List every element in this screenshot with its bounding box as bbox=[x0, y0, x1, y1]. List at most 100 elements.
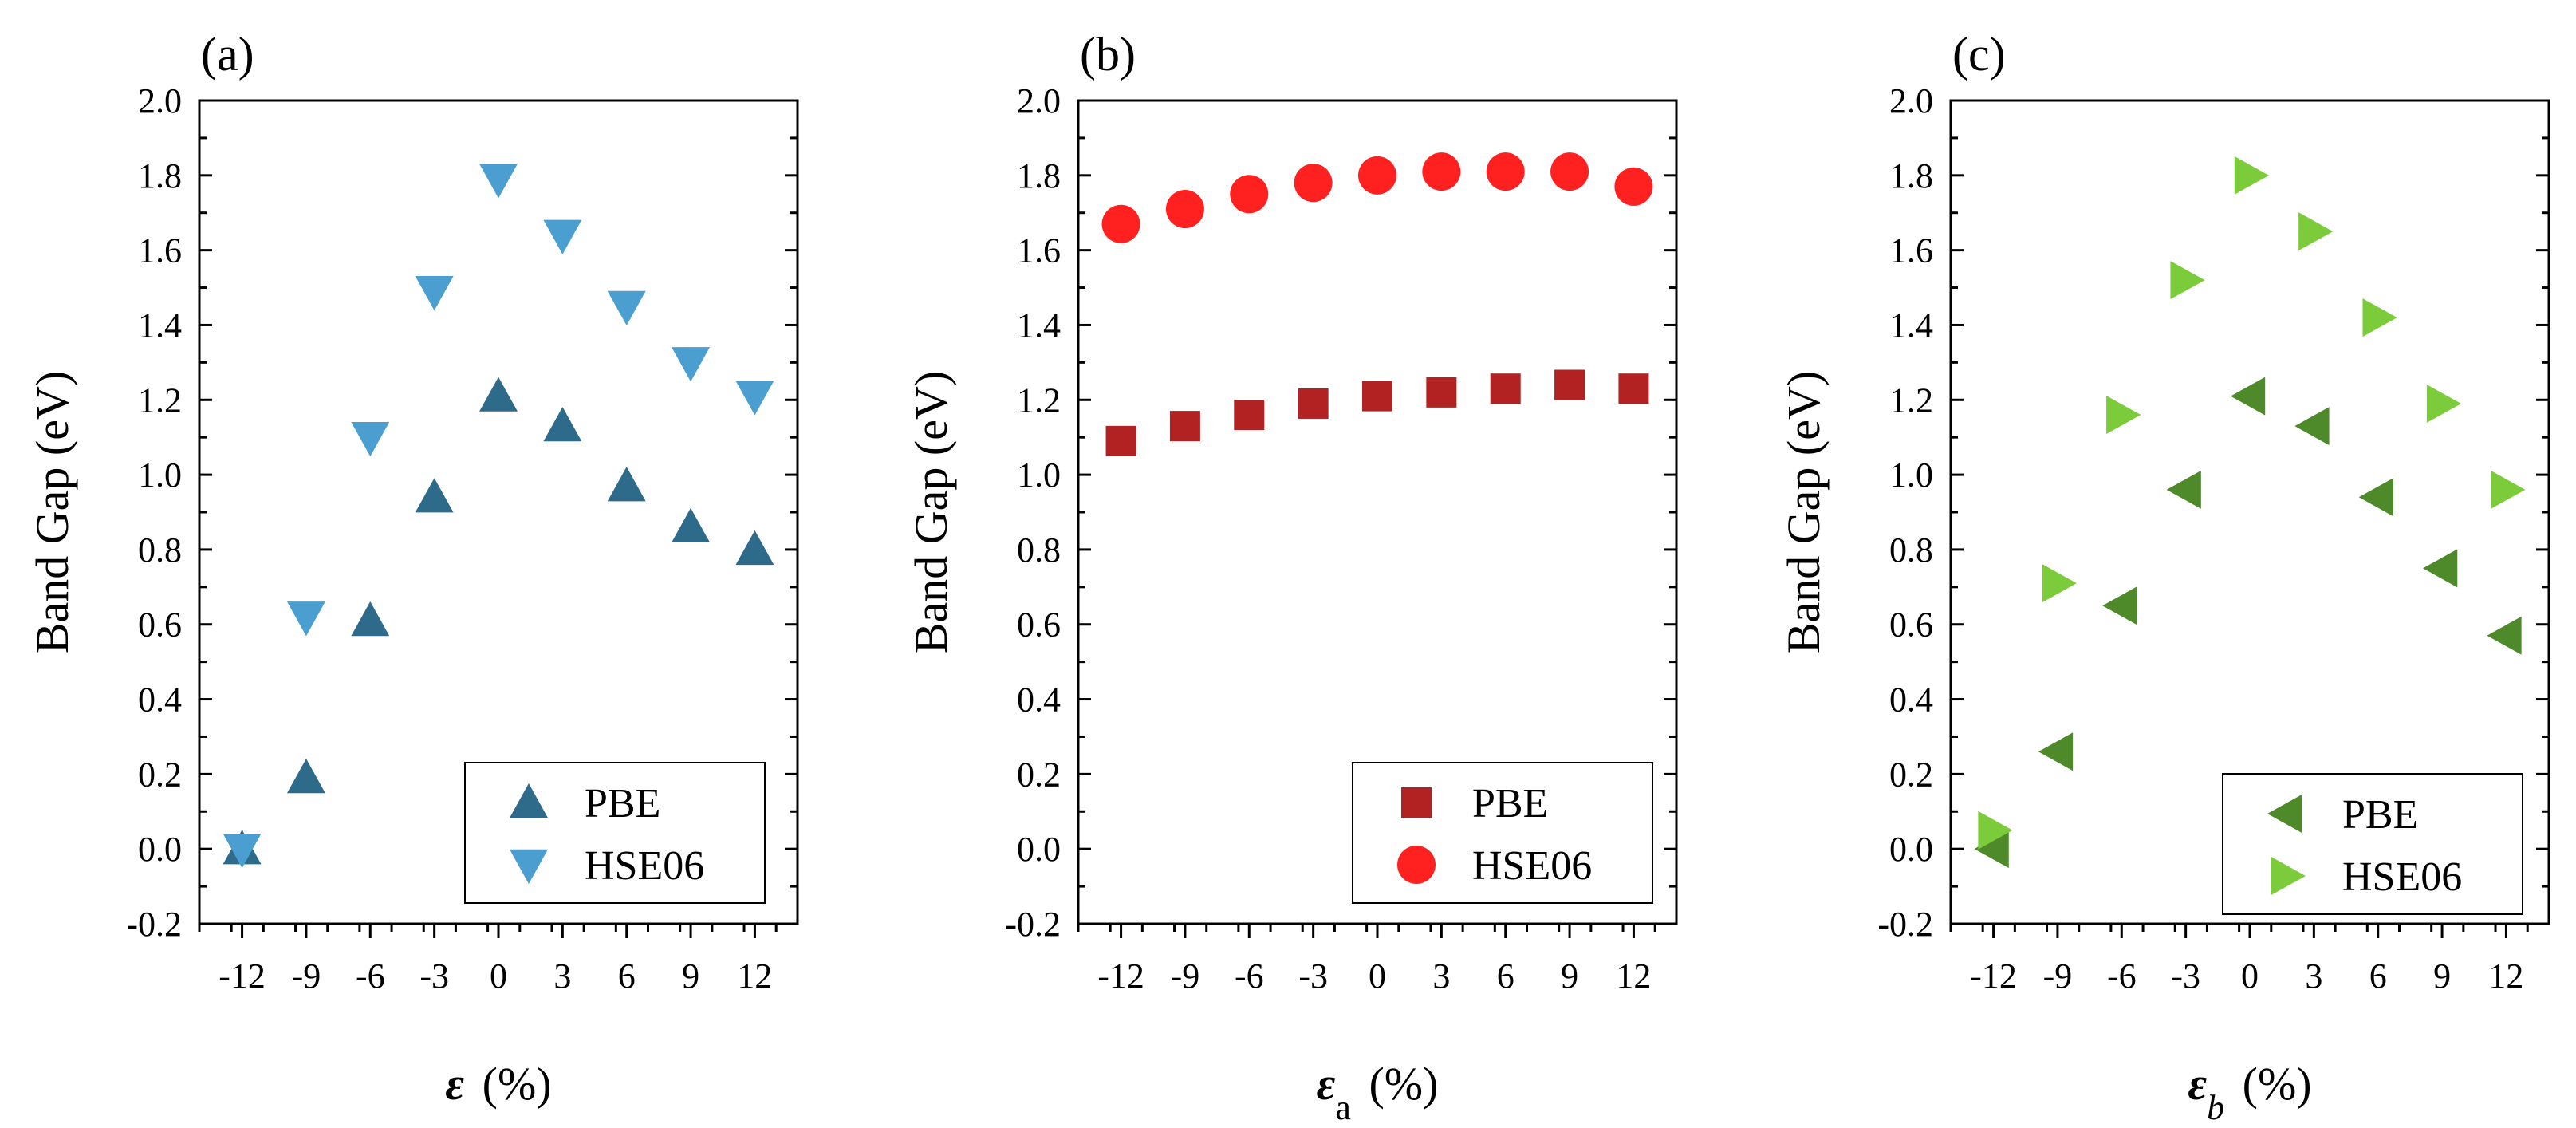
data-point bbox=[2231, 377, 2266, 416]
data-point bbox=[351, 601, 390, 637]
x-tick-label: -12 bbox=[1970, 956, 2017, 996]
data-point bbox=[2170, 261, 2205, 300]
data-point bbox=[286, 601, 325, 637]
data-point bbox=[2038, 732, 2074, 771]
x-axis-unit: (%) bbox=[471, 1058, 551, 1110]
y-tick-label: 0.0 bbox=[1889, 830, 1933, 869]
x-tick-label: 9 bbox=[682, 956, 699, 996]
x-tick-label: -6 bbox=[356, 956, 385, 996]
legend-label: PBE bbox=[2342, 792, 2418, 838]
x-tick-label: -6 bbox=[1235, 956, 1264, 996]
y-tick-label: 0.4 bbox=[1889, 680, 1933, 720]
data-point bbox=[2042, 564, 2077, 603]
x-tick-label: 3 bbox=[1432, 956, 1450, 996]
x-axis-title: εa (%) bbox=[1317, 1058, 1439, 1127]
legend-marker bbox=[1397, 846, 1436, 884]
panel-label: (a) bbox=[201, 28, 254, 81]
y-tick-label: 1.8 bbox=[138, 156, 182, 195]
legend: PBE HSE06 bbox=[1352, 762, 1653, 904]
legend-label: HSE06 bbox=[1472, 843, 1592, 889]
y-tick-label: 0.8 bbox=[138, 530, 182, 570]
legend-marker bbox=[510, 849, 548, 884]
panel-a: -0.2 0.0 0.2 0.4 0.6 0.8 1.0 1.2 1.4 1.6 1.8 2.0 -12… bbox=[26, 28, 799, 1110]
y-tick-label: 0.6 bbox=[138, 605, 182, 645]
y-tick-label: 0.0 bbox=[1017, 830, 1061, 869]
y-tick-label: 1.4 bbox=[1017, 306, 1061, 345]
series-pbe bbox=[223, 377, 774, 865]
data-point bbox=[1105, 425, 1136, 456]
x-tick-label: 6 bbox=[1497, 956, 1514, 996]
data-point bbox=[1554, 369, 1585, 400]
y-tick-label: 2.0 bbox=[138, 81, 182, 120]
data-point bbox=[2294, 407, 2330, 446]
x-tick-label: -3 bbox=[2171, 956, 2200, 996]
y-tick-label: 0.2 bbox=[1889, 755, 1933, 794]
y-tick-label: 0.4 bbox=[1017, 680, 1061, 720]
y-tick-label: 0.0 bbox=[138, 830, 182, 869]
x-axis-unit: (%) bbox=[1357, 1058, 1438, 1110]
y-tick-label: 1.8 bbox=[1017, 156, 1061, 195]
x-axis-symbol: ε bbox=[1317, 1058, 1336, 1110]
legend-box bbox=[464, 762, 766, 904]
data-point bbox=[2423, 549, 2458, 588]
y-tick-label: 1.6 bbox=[138, 231, 182, 270]
data-point bbox=[607, 290, 646, 325]
data-point bbox=[1550, 152, 1589, 191]
panel-b: -0.2 0.0 0.2 0.4 0.6 0.8 1.0 1.2 1.4 1.6 1.8 2.0 -12… bbox=[905, 28, 1678, 1127]
data-point bbox=[1234, 400, 1265, 431]
data-point bbox=[415, 276, 454, 311]
data-point bbox=[2166, 470, 2201, 509]
data-point bbox=[672, 347, 711, 382]
y-tick-label: 0.2 bbox=[1017, 755, 1061, 794]
x-tick-label: -9 bbox=[292, 956, 321, 996]
y-tick-label: 0.6 bbox=[1017, 605, 1061, 645]
data-point bbox=[1978, 811, 2013, 850]
y-tick-label: 1.2 bbox=[1889, 381, 1933, 420]
data-point bbox=[2106, 396, 2141, 435]
y-axis-title: Band Gap (eV) bbox=[1778, 371, 1830, 653]
panel-c: -0.2 0.0 0.2 0.4 0.6 0.8 1.0 1.2 1.4 1.6 1.8 2.0 -12… bbox=[1778, 28, 2550, 1127]
data-point bbox=[351, 421, 390, 457]
y-tick-label: 1.6 bbox=[1889, 231, 1933, 270]
data-point bbox=[543, 219, 582, 254]
legend-label: PBE bbox=[1472, 781, 1548, 826]
x-tick-label: 0 bbox=[1369, 956, 1386, 996]
legend-marker bbox=[1401, 787, 1432, 818]
x-tick-label: 9 bbox=[1561, 956, 1578, 996]
data-point bbox=[1614, 167, 1653, 206]
x-axis-title: εb (%) bbox=[2188, 1058, 2311, 1127]
data-point bbox=[415, 478, 454, 513]
data-point bbox=[735, 530, 774, 566]
x-tick-label: 3 bbox=[553, 956, 571, 996]
data-point bbox=[1490, 373, 1521, 404]
y-tick-label: 1.6 bbox=[1017, 231, 1061, 270]
data-point bbox=[2426, 384, 2462, 423]
data-point bbox=[1486, 152, 1525, 191]
x-tick-label: -3 bbox=[419, 956, 449, 996]
legend-label: HSE06 bbox=[585, 843, 704, 889]
y-tick-label: 0.6 bbox=[1889, 605, 1933, 645]
x-tick-label: -12 bbox=[1097, 956, 1144, 996]
y-tick-label: -0.2 bbox=[1005, 905, 1061, 944]
data-point bbox=[2358, 478, 2393, 517]
x-tick-label: 6 bbox=[618, 956, 636, 996]
data-point bbox=[543, 407, 582, 442]
y-tick-label: 1.4 bbox=[1889, 306, 1933, 345]
data-point bbox=[223, 833, 262, 869]
legend: PBE HSE06 bbox=[464, 762, 766, 904]
y-tick-label: 1.0 bbox=[1889, 456, 1933, 495]
x-axis-symbol: ε bbox=[445, 1058, 464, 1110]
x-tick-label: -6 bbox=[2107, 956, 2137, 996]
data-point bbox=[1358, 156, 1396, 195]
data-point bbox=[1165, 190, 1204, 229]
data-point bbox=[1426, 377, 1457, 408]
series-hse06 bbox=[1101, 152, 1653, 243]
data-point bbox=[2298, 212, 2334, 251]
y-axis-title: Band Gap (eV) bbox=[26, 371, 78, 653]
y-tick-label: 2.0 bbox=[1017, 81, 1061, 120]
y-tick-label: 0.8 bbox=[1017, 530, 1061, 570]
y-tick-label: 1.8 bbox=[1889, 156, 1933, 195]
legend-marker bbox=[2271, 857, 2306, 895]
y-tick-label: 0.4 bbox=[138, 680, 182, 720]
x-axis-symbol: ε bbox=[2188, 1058, 2207, 1110]
